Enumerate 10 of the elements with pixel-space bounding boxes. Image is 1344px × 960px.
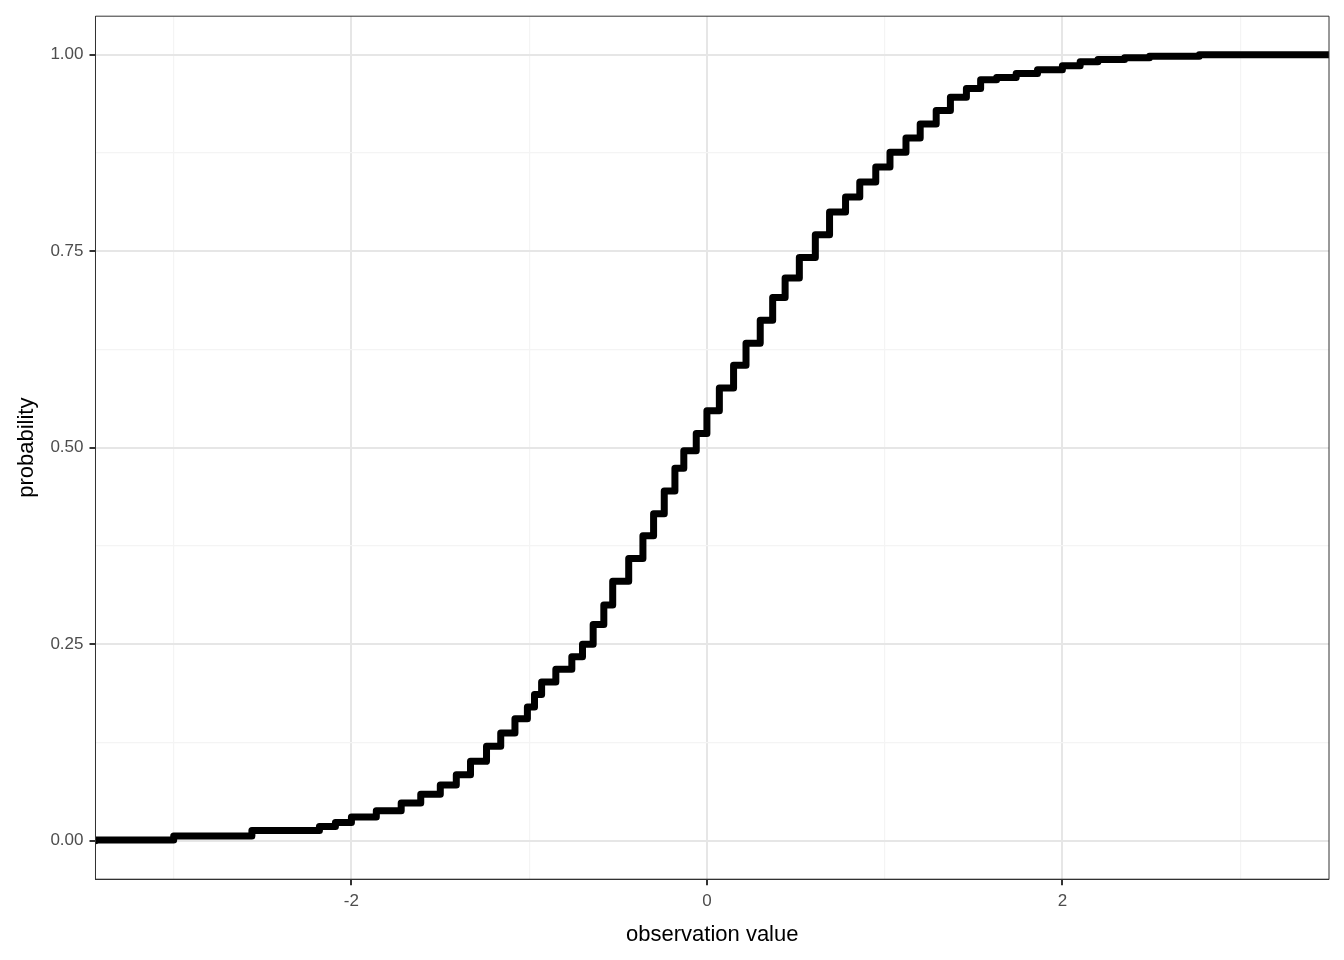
x-tick-label: -2 [343,891,359,911]
y-tick-label: 0.00 [50,830,84,850]
y-axis-title: probability [13,397,39,498]
y-tick-label: 0.25 [50,633,84,653]
x-axis-title: observation value [626,920,799,946]
y-tick-label: 0.50 [50,437,84,457]
x-tick-label: 2 [1057,891,1068,911]
y-tick-label: 1.00 [50,44,84,64]
y-tick-label: 0.75 [50,240,84,260]
x-tick-label: 0 [702,891,712,911]
